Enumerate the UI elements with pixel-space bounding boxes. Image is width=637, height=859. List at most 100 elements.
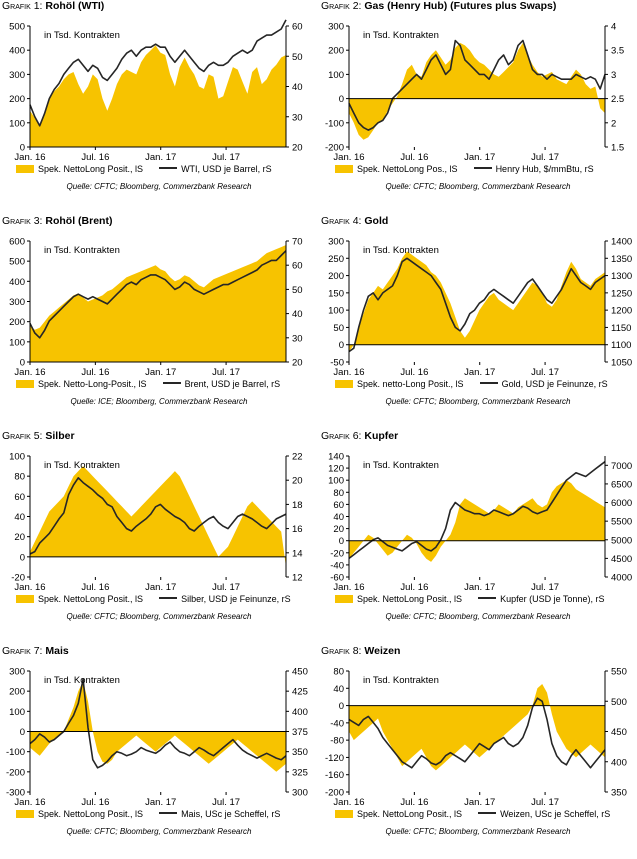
right-tick-label: 4 — [611, 22, 616, 33]
legend-swatch-line — [159, 597, 178, 599]
right-tick-label: 1250 — [611, 288, 632, 299]
right-tick-label: 4000 — [611, 573, 632, 584]
x-tick-label: Jul. 16 — [400, 152, 428, 163]
legend-label-line: Weizen, USc je Scheffel, rS — [500, 809, 611, 819]
series-line-price — [29, 678, 287, 769]
right-tick-label: 22 — [292, 452, 303, 463]
left-tick-label: 0 — [20, 358, 25, 369]
chart-number: Grafik 3: — [2, 215, 43, 227]
left-tick-label: 20 — [14, 532, 25, 543]
x-tick-label: Jan. 16 — [333, 582, 364, 593]
unit-note: in Tsd. Kontrakten — [44, 460, 120, 471]
legend-swatch-line — [159, 812, 178, 814]
left-tick-label: 500 — [9, 257, 25, 268]
legend-label-fill: Spek. Netto-Long-Posit., lS — [38, 379, 147, 389]
unit-note: in Tsd. Kontrakten — [363, 30, 439, 41]
legend-label-fill: Spek. NettoLong Posit., lS — [38, 594, 144, 604]
right-tick-label: 350 — [611, 788, 627, 799]
chart-title-text: Mais — [45, 645, 69, 657]
legend-label-line: Mais, USc je Scheffel, rS — [181, 809, 281, 819]
x-tick-label: Jan. 16 — [14, 367, 45, 378]
x-tick-label: Jan. 17 — [145, 367, 176, 378]
chart-number: Grafik 4: — [321, 215, 362, 227]
right-tick-label: 50 — [292, 52, 303, 63]
x-tick-label: Jan. 17 — [464, 582, 495, 593]
chart-title-text: Weizen — [364, 645, 401, 657]
right-tick-label: 5500 — [611, 517, 632, 528]
legend-label-fill: Spek. NettoLong Posit., lS — [357, 594, 463, 604]
series-area-positions — [30, 45, 286, 147]
left-tick-label: 500 — [9, 22, 25, 33]
left-tick-label: 200 — [328, 46, 344, 57]
x-tick-label: Jan. 17 — [464, 152, 495, 163]
right-tick-label: 300 — [292, 788, 308, 799]
x-tick-label: Jul. 16 — [81, 152, 109, 163]
series-line-price — [29, 250, 287, 339]
left-tick-label: -50 — [330, 358, 344, 369]
chart-source: Quelle: ICE; Bloomberg, Commerzbank Rese… — [70, 397, 248, 406]
series-line-price — [29, 19, 287, 127]
left-tick-label: -20 — [330, 548, 344, 559]
right-tick-label: 20 — [292, 143, 303, 154]
left-tick-label: 400 — [9, 277, 25, 288]
left-tick-label: 80 — [14, 472, 25, 483]
right-tick-label: 500 — [611, 697, 627, 708]
chart-source: Quelle: CFTC; Bloomberg, Commerzbank Res… — [66, 182, 252, 191]
left-tick-label: 0 — [339, 340, 344, 351]
chart-title: Grafik 2: Gas (Henry Hub) (Futures plus … — [321, 0, 556, 12]
chart-legend: Spek. NettoLong Posit., lS Mais, USc je S… — [0, 809, 312, 823]
right-tick-label: 6000 — [611, 498, 632, 509]
legend-label-line: Brent, USD je Barrel, rS — [184, 379, 281, 389]
chart-panel-6: Grafik 6: Kupfer -60 -40 -20 0 20 40 60 80 100 120… — [319, 430, 637, 644]
chart-legend: Spek. NettoLong Posit., lS Silber, USD je… — [0, 594, 312, 608]
x-tick-label: Jul. 17 — [531, 367, 559, 378]
legend-swatch-fill — [16, 810, 34, 818]
left-tick-label: 50 — [333, 323, 344, 334]
left-tick-label: 80 — [333, 488, 344, 499]
chart-number: Grafik 5: — [2, 430, 43, 442]
right-tick-label: 3.5 — [611, 46, 624, 57]
legend-swatch-line — [159, 167, 178, 169]
right-tick-label: 1300 — [611, 271, 632, 282]
left-tick-label: 300 — [328, 237, 344, 248]
left-tick-label: 200 — [9, 94, 25, 105]
right-tick-label: 325 — [292, 767, 308, 778]
left-tick-label: 200 — [9, 317, 25, 328]
right-tick-label: 40 — [292, 309, 303, 320]
left-tick-label: 60 — [14, 492, 25, 503]
x-tick-label: Jul. 17 — [531, 582, 559, 593]
right-tick-label: 20 — [292, 358, 303, 369]
x-tick-label: Jul. 17 — [531, 152, 559, 163]
right-tick-label: 1150 — [611, 323, 631, 334]
chart-plot: 0 100 200 300 400 500 20 30 40 50 60 Jan. 16 Jul. 16… — [9, 19, 303, 163]
left-tick-label: -120 — [325, 753, 344, 764]
chart-plot: -20 0 20 40 60 80 100 12 14 16 18 20 22 Jan. 16 Jul. 1… — [9, 452, 303, 594]
left-tick-label: -300 — [6, 788, 25, 799]
right-tick-label: 1050 — [611, 358, 632, 369]
left-tick-label: -100 — [6, 747, 25, 758]
left-tick-label: -160 — [325, 770, 344, 781]
right-tick-label: 18 — [292, 500, 303, 511]
chart-legend: Spek. netto-Long Posit., lS Gold, USD je … — [319, 379, 631, 393]
x-tick-label: Jan. 17 — [145, 152, 176, 163]
legend-label-fill: Spek. NettoLong Pos., lS — [357, 164, 458, 174]
legend-swatch-fill — [335, 595, 353, 603]
right-tick-label: 550 — [611, 667, 627, 678]
left-tick-label: 40 — [333, 512, 344, 523]
right-tick-label: 12 — [292, 573, 303, 584]
legend-swatch-fill — [335, 810, 353, 818]
left-tick-label: -200 — [6, 767, 25, 778]
right-tick-label: 20 — [292, 476, 303, 487]
unit-note: in Tsd. Kontrakten — [44, 30, 120, 41]
chart-title-text: Gas (Henry Hub) (Futures plus Swaps) — [364, 0, 557, 12]
legend-label-fill: Spek. NettoLong Posit., lS — [38, 809, 144, 819]
left-tick-label: 100 — [9, 707, 25, 718]
left-tick-label: 0 — [339, 94, 344, 105]
right-tick-label: 1400 — [611, 237, 632, 248]
right-tick-label: 14 — [292, 548, 303, 559]
left-tick-label: 200 — [328, 271, 344, 282]
left-tick-label: 300 — [9, 667, 25, 678]
legend-swatch-line — [162, 382, 181, 384]
left-tick-label: 0 — [20, 727, 25, 738]
left-tick-label: 100 — [9, 452, 25, 463]
